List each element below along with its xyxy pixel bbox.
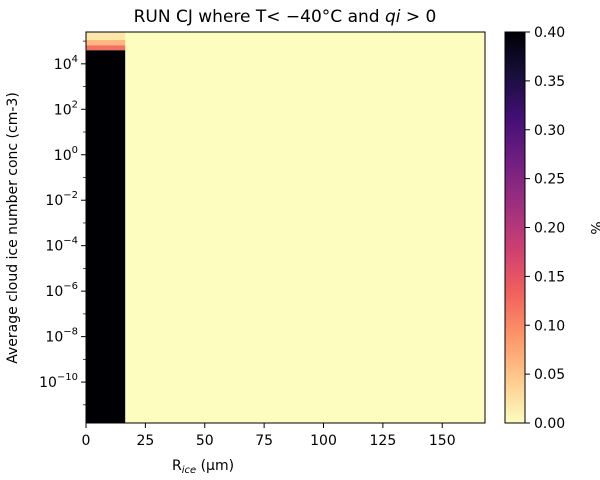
y-tick-label: 104	[54, 54, 78, 73]
colorbar-tick-label: 0.30	[534, 123, 565, 139]
colorbar-tick-label: 0.10	[534, 318, 565, 334]
colorbar-tick-label: 0.25	[534, 172, 565, 188]
plot-frame	[85, 31, 486, 424]
colorbar-tick-label: 0.20	[534, 221, 565, 237]
plot-area: 0 25 50 75 100 125 150 10410210010−210−410−610…	[39, 31, 486, 449]
heatmap-background	[86, 32, 485, 423]
y-tick-label: 10−10	[39, 372, 78, 391]
heatmap-cell	[86, 45, 126, 51]
x-axis: 0 25 50 75 100 125 150	[82, 423, 456, 449]
y-tick-label: 10−6	[45, 281, 78, 300]
y-tick-label: 10−4	[45, 236, 78, 255]
x-axis-label: Rice (μm)	[172, 458, 234, 476]
colorbar: 0.00 0.05 0.10 0.15 0.20 0.25 0.30 0.35 0.40 %	[504, 25, 600, 432]
colorbar-tick-label: 0.35	[534, 74, 565, 90]
y-tick-label: 100	[54, 145, 78, 164]
x-tick-label: 25	[136, 433, 154, 449]
y-tick-label: 102	[54, 99, 78, 118]
colorbar-tick-label: 0.05	[534, 367, 565, 383]
x-tick-label: 50	[196, 433, 214, 449]
colorbar-ticks: 0.00 0.05 0.10 0.15 0.20 0.25 0.30 0.35 0.40	[525, 25, 565, 432]
y-tick-label: 10−2	[45, 190, 78, 209]
colorbar-tick-label: 0.00	[534, 416, 565, 432]
colorbar-label: %	[587, 221, 600, 234]
y-axis-label: Average cloud ice number conc (cm-3)	[5, 92, 21, 364]
chart-title: RUN CJ where T< −40°C and qi > 0	[134, 7, 437, 27]
heatmap-cell	[86, 39, 126, 46]
heatmap-cell	[86, 50, 126, 424]
heatmap-cell	[86, 32, 126, 40]
x-tick-label: 125	[370, 433, 397, 449]
colorbar-gradient	[504, 31, 526, 424]
x-tick-label: 100	[310, 433, 337, 449]
y-axis: 104 102 100 10−2 10−4 10−6 10−8 10−10	[39, 40, 86, 406]
colorbar-tick-label: 0.40	[534, 25, 565, 41]
x-tick-label: 150	[429, 433, 456, 449]
x-tick-label: 75	[255, 433, 273, 449]
colorbar-tick-label: 0.15	[534, 269, 565, 285]
y-tick-label: 10−8	[45, 327, 78, 346]
heatmap-cells	[86, 32, 126, 424]
x-tick-label: 0	[82, 433, 91, 449]
